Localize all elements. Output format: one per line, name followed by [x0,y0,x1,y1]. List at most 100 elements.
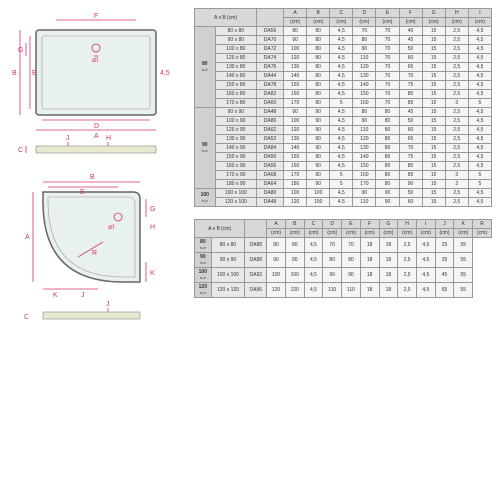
table-row: 100 x 90DA80100904,5908050152,54,5 [195,117,492,126]
value-cell: 150 [353,162,376,171]
svg-text:⌀I: ⌀I [108,224,114,231]
value-cell: 180 [284,180,307,189]
code-cell: DA92 [245,268,267,283]
dim-cell: 130 x 90 [215,135,257,144]
dim-cell: 80 x 80 [211,238,245,253]
value-cell: 2,5 [445,198,468,207]
col-header: H [398,220,417,229]
value-cell: 80 [342,253,361,268]
dim-cell: 100 x 90 [215,117,257,126]
code-cell: DA64 [257,180,284,189]
dim-cell: 160 x 80 [215,90,257,99]
table-row: 130 x 80DA76130804,51207065152,54,5 [195,63,492,72]
value-cell: 80 [307,72,330,81]
value-cell: 2,5 [445,153,468,162]
dim-cell: 100 x 80 [215,45,257,54]
value-cell: 15 [422,162,445,171]
col-unit: (cm) [454,229,473,238]
value-cell: 70 [376,81,399,90]
value-cell: 4,5 [416,253,435,268]
table-row: 80<->80 x 80DA8880804,5707018182,54,5255… [195,238,492,253]
value-cell: 75 [399,153,422,162]
svg-text:K: K [53,292,58,299]
value-cell: 90 [353,45,376,54]
value-cell: 130 [353,72,376,81]
dim-cell: 140 x 90 [215,144,257,153]
value-cell: 4,5 [330,27,353,36]
col-unit: (cm) [307,18,330,27]
code-cell: DA60 [257,99,284,108]
code-cell: DA84 [257,144,284,153]
value-cell: 80 [376,135,399,144]
value-cell: 4,5 [330,135,353,144]
table-row: 90<->90 x 90DA4890904,5808045152,54,5 [195,108,492,117]
col-unit: (cm) [353,18,376,27]
value-cell: 100 [307,189,330,198]
col-unit: (cm) [342,229,361,238]
value-cell: 4,5 [330,36,353,45]
value-cell: 70 [376,27,399,36]
value-cell: 18 [379,238,398,253]
col-header: G [422,9,445,18]
value-cell: 15 [422,63,445,72]
code-cell: DA62 [257,126,284,135]
table-row: 100<->100 x 100DA921001004,5909018182,54… [195,268,492,283]
value-cell: 100 [284,117,307,126]
value-cell: 65 [435,283,454,298]
value-cell: 2,5 [445,117,468,126]
value-cell: 70 [399,72,422,81]
svg-text:J: J [66,135,70,142]
value-cell: 4,5 [416,283,435,298]
svg-text:A: A [94,133,99,140]
value-cell: 2,5 [445,90,468,99]
value-cell: 15 [422,54,445,63]
rect-tray-diagram: ⌀I F G B E D A 4,5 C J H [8,8,188,163]
col-header: A [267,220,286,229]
value-cell: 2,5 [445,45,468,54]
value-cell: 60 [399,126,422,135]
value-cell: 150 [353,90,376,99]
col-header: F [399,9,422,18]
table-row: 90 x 80DA7090804,5807045152,54,5 [195,36,492,45]
dim-cell: 120 x 120 [211,283,245,298]
code-cell: DA68 [257,171,284,180]
value-cell: 80 [307,63,330,72]
value-cell: 25 [435,238,454,253]
value-cell: 2,5 [445,162,468,171]
table-row: 140 x 90DA84140904,51308070152,54,5 [195,144,492,153]
value-cell: 80 [376,117,399,126]
value-cell: 80 [307,81,330,90]
value-cell: 4,5 [468,72,491,81]
value-cell: 110 [353,126,376,135]
value-cell: 2,5 [445,72,468,81]
value-cell: 90 [376,198,399,207]
col-header: D [353,9,376,18]
value-cell: 80 [353,108,376,117]
value-cell: 90 [376,189,399,198]
value-cell: 140 [284,144,307,153]
dim-cell: 120 x 80 [215,54,257,63]
dim-cell: 180 x 90 [215,180,257,189]
value-cell: 90 [307,162,330,171]
svg-text:R: R [92,250,97,257]
value-cell: 70 [342,238,361,253]
svg-text:4,5: 4,5 [160,70,170,77]
value-cell: 4,5 [468,189,491,198]
value-cell: 45 [399,36,422,45]
value-cell: 80 [376,180,399,189]
table-row: 120 x 80DA74120804,51107060152,54,5 [195,54,492,63]
value-cell: 160 [284,90,307,99]
value-cell: 50 [399,117,422,126]
value-cell: 90 [307,108,330,117]
code-cell: DA52 [257,135,284,144]
value-cell: 90 [307,126,330,135]
value-cell: 65 [399,135,422,144]
value-cell: 110 [353,198,376,207]
value-cell: 100 [285,268,304,283]
value-cell: 80 [307,90,330,99]
value-cell: 80 [307,36,330,45]
dim-cell: 130 x 80 [215,63,257,72]
value-cell: 2,5 [445,108,468,117]
value-cell: 15 [422,171,445,180]
value-cell: 80 [376,144,399,153]
